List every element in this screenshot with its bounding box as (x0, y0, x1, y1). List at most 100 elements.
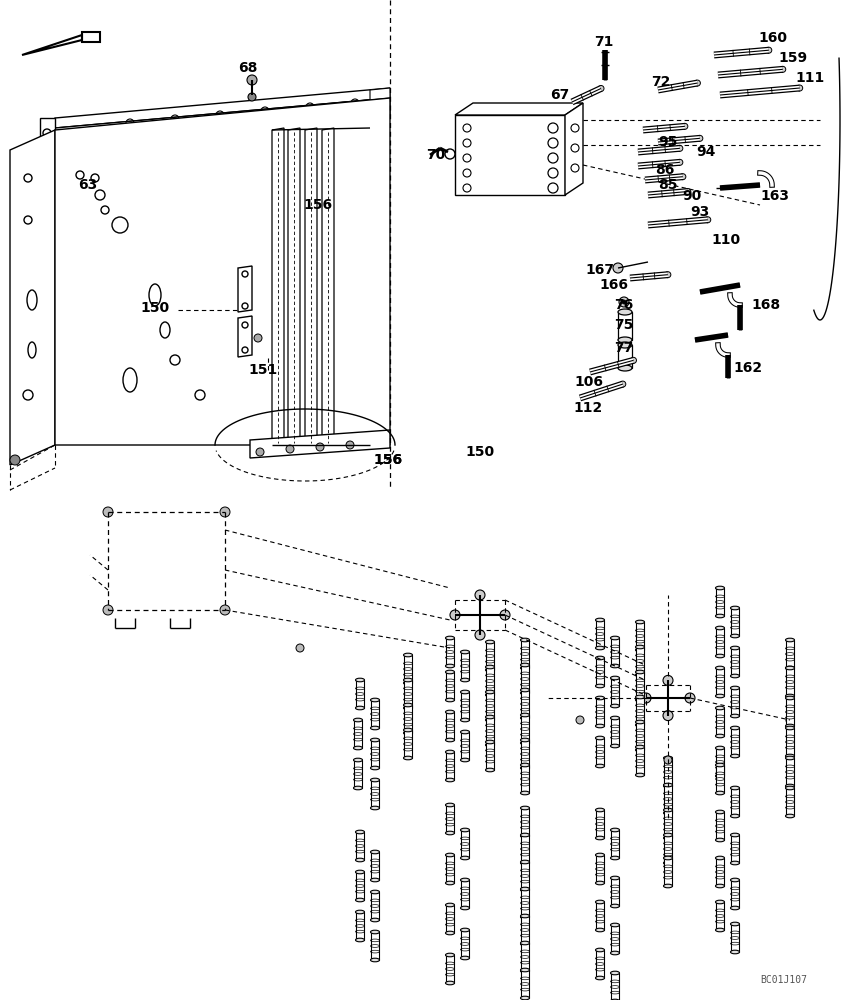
Polygon shape (611, 830, 619, 858)
Polygon shape (322, 128, 334, 445)
Polygon shape (786, 728, 794, 756)
Polygon shape (371, 852, 379, 880)
Polygon shape (371, 700, 379, 728)
Ellipse shape (371, 766, 380, 770)
Ellipse shape (355, 678, 365, 682)
Ellipse shape (446, 981, 455, 985)
Ellipse shape (663, 784, 673, 788)
Ellipse shape (663, 833, 673, 837)
Ellipse shape (521, 663, 529, 667)
Circle shape (684, 189, 691, 195)
Polygon shape (371, 932, 379, 960)
Circle shape (10, 455, 20, 465)
Ellipse shape (446, 931, 455, 935)
Text: 150: 150 (465, 445, 495, 459)
Polygon shape (636, 697, 644, 725)
Polygon shape (55, 98, 390, 148)
Polygon shape (272, 128, 284, 445)
Ellipse shape (716, 838, 724, 842)
Ellipse shape (636, 723, 645, 727)
Polygon shape (521, 765, 529, 793)
Ellipse shape (618, 342, 632, 348)
Polygon shape (611, 878, 619, 906)
Ellipse shape (716, 666, 724, 670)
Text: 156: 156 (373, 453, 403, 467)
Ellipse shape (636, 720, 645, 724)
Ellipse shape (716, 626, 724, 630)
Ellipse shape (446, 853, 455, 857)
Ellipse shape (521, 915, 529, 919)
Ellipse shape (610, 744, 619, 748)
Polygon shape (731, 924, 739, 952)
Circle shape (619, 297, 629, 307)
Polygon shape (611, 973, 619, 1000)
Text: 168: 168 (751, 298, 781, 312)
Polygon shape (611, 678, 619, 706)
Polygon shape (636, 747, 644, 775)
Circle shape (296, 644, 304, 652)
Ellipse shape (610, 664, 619, 668)
Ellipse shape (371, 738, 380, 742)
Ellipse shape (446, 636, 455, 640)
Ellipse shape (446, 953, 455, 957)
Text: 86: 86 (655, 163, 674, 177)
Ellipse shape (786, 756, 794, 760)
Polygon shape (521, 690, 529, 718)
Ellipse shape (610, 951, 619, 955)
Polygon shape (611, 638, 619, 666)
Polygon shape (521, 835, 529, 863)
Circle shape (697, 135, 703, 141)
Ellipse shape (521, 996, 529, 1000)
Ellipse shape (485, 640, 495, 644)
Circle shape (475, 630, 485, 640)
Ellipse shape (716, 654, 724, 658)
Ellipse shape (403, 706, 413, 710)
Polygon shape (404, 680, 412, 708)
Polygon shape (596, 810, 604, 838)
Ellipse shape (596, 948, 604, 952)
Ellipse shape (485, 715, 495, 719)
Ellipse shape (521, 738, 529, 742)
Ellipse shape (618, 337, 632, 343)
Ellipse shape (731, 906, 739, 910)
Circle shape (248, 93, 256, 101)
Polygon shape (596, 855, 604, 883)
Text: 85: 85 (658, 178, 678, 192)
Polygon shape (370, 88, 390, 100)
Polygon shape (636, 672, 644, 700)
Circle shape (664, 756, 672, 764)
Polygon shape (786, 668, 794, 696)
Polygon shape (486, 742, 494, 770)
Ellipse shape (716, 746, 724, 750)
Text: 72: 72 (652, 75, 671, 89)
Ellipse shape (521, 833, 529, 837)
Text: 110: 110 (711, 233, 740, 247)
Ellipse shape (521, 914, 529, 918)
Ellipse shape (596, 808, 604, 812)
Circle shape (576, 716, 584, 724)
Circle shape (598, 85, 604, 91)
Ellipse shape (596, 976, 604, 980)
Ellipse shape (596, 853, 604, 857)
Text: 70: 70 (426, 148, 446, 162)
Polygon shape (486, 642, 494, 670)
Polygon shape (731, 688, 739, 716)
Polygon shape (461, 652, 469, 680)
Ellipse shape (663, 808, 673, 812)
Polygon shape (446, 955, 454, 983)
Ellipse shape (786, 784, 794, 788)
Polygon shape (664, 758, 672, 786)
Ellipse shape (596, 696, 604, 700)
Polygon shape (356, 872, 364, 900)
Ellipse shape (521, 968, 529, 972)
Ellipse shape (521, 887, 529, 891)
Ellipse shape (596, 928, 604, 932)
Ellipse shape (731, 786, 739, 790)
Ellipse shape (521, 888, 529, 892)
Ellipse shape (610, 971, 619, 975)
Polygon shape (716, 748, 724, 776)
Text: 163: 163 (760, 189, 789, 203)
Polygon shape (22, 32, 100, 55)
Ellipse shape (731, 714, 739, 718)
Polygon shape (371, 892, 379, 920)
